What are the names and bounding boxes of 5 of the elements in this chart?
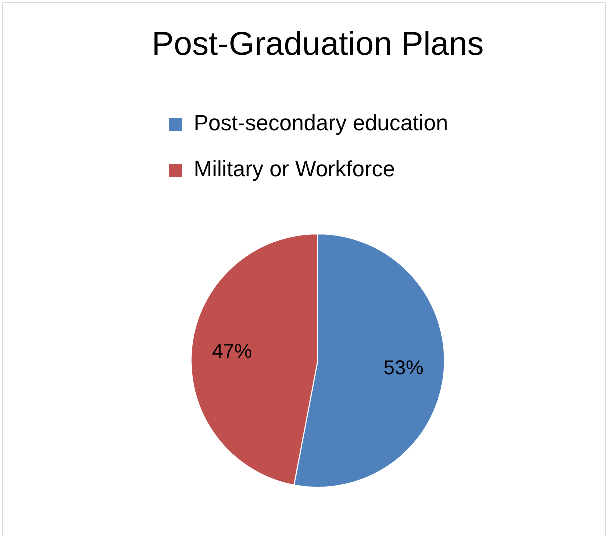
chart-title: Post-Graduation Plans bbox=[152, 24, 484, 62]
legend-label: Post-secondary education bbox=[194, 110, 448, 136]
data-label: 53% bbox=[384, 357, 424, 380]
data-label: 47% bbox=[212, 341, 252, 364]
legend-label: Military or Workforce bbox=[194, 156, 396, 182]
